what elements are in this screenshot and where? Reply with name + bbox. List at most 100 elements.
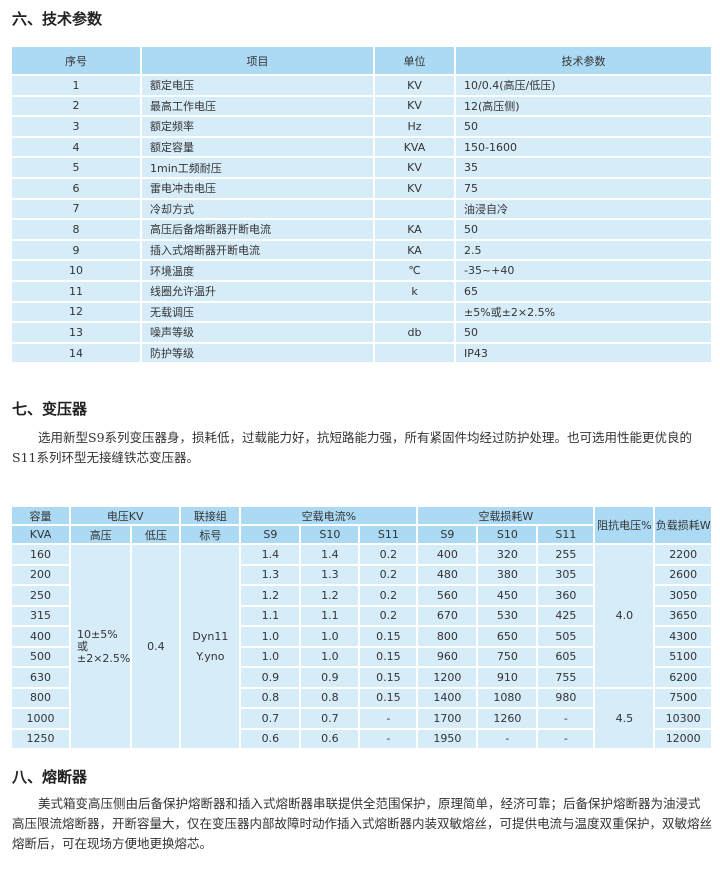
table-cell: 1200 [416,666,479,689]
table-cell: 800 [10,686,71,709]
header-cell: 空载电流% [239,505,419,526]
header-cell: 标号 [179,524,242,545]
table-cell: 0.6 [299,727,361,750]
table-cell: 1.3 [239,563,302,586]
table-row: 315 1.1 1.1 0.2 670 530 425 3650 [10,604,713,627]
table-cell: 50 [454,218,713,241]
header-cell: 序号 [10,45,142,76]
table-cell: 12 [10,300,142,324]
table-cell: 1.0 [299,645,361,668]
transformer-table: 容量 电压KV 联接组 空载电流% 空载损耗W 阻抗电压% 负载损耗W KVA … [10,505,713,750]
paragraph: 选用新型S9系列变压器身，损耗低，过载能力好，抗短路能力强，所有紧固件均经过防护… [12,430,693,465]
table-cell: 雷电冲击电压 [140,176,375,200]
table-cell: 150-1600 [454,135,713,159]
table-cell: 10/0.4(高压/低压) [454,74,713,97]
table-cell: 2 [10,94,142,118]
table-cell: 冷却方式 [140,197,375,221]
table-cell: KA [373,238,456,262]
table-cell: 560 [416,584,479,607]
table-cell: 360 [536,584,596,607]
table-cell: 最高工作电压 [140,94,375,118]
table-row: 7 冷却方式 油浸自冷 [10,197,713,221]
table-header: 容量 电压KV 联接组 空载电流% 空载损耗W 阻抗电压% 负载损耗W [10,505,713,545]
table-cell: 1 [10,74,142,97]
table-row: 10 环境温度 ℃ -35~+40 [10,259,713,282]
table-cell: Dyn11 Y.yno [179,543,242,750]
table-cell: - [536,707,596,730]
table-cell: 额定电压 [140,74,375,97]
header-cell: 高压 [68,524,133,545]
table-cell: Hz [373,115,456,138]
table-cell: KV [373,156,456,179]
table-cell: 160 [10,543,71,566]
header-cell: 项目 [140,45,375,76]
table-cell: 7 [10,197,142,221]
table-cell: 480 [416,563,479,586]
table-cell: 605 [536,645,596,668]
group-text: Dyn11 [192,629,229,643]
table-cell: 6200 [653,666,713,689]
table-cell: 0.7 [299,707,361,730]
table-cell: 高压后备熔断器开断电流 [140,218,375,241]
table-cell: 额定容量 [140,135,375,159]
table-cell: 11 [10,279,142,303]
table-cell: 65 [454,279,713,303]
table-cell: 980 [536,686,596,709]
table-cell: 无载调压 [140,300,375,324]
table-cell: 910 [476,666,539,689]
high-voltage-text: ±2×2.5% [77,651,131,665]
table-cell: 3 [10,115,142,138]
table-row: 11 线圈允许温升 k 65 [10,279,713,303]
header-cell: S10 [299,524,361,545]
header-cell: 单位 [373,45,456,76]
header-cell: S11 [536,524,596,545]
table-cell: IP43 [454,341,713,365]
table-cell: 5 [10,156,142,179]
table-cell: 50 [454,115,713,138]
table-cell [373,197,456,221]
table-cell: 1.0 [239,625,302,648]
table-row: 2 最高工作电压 KV 12(高压侧) [10,94,713,118]
table-cell: 670 [416,604,479,627]
table-cell: 10±5% 或 ±2×2.5% [68,543,133,750]
table-cell: 12(高压侧) [454,94,713,118]
header-cell: S11 [358,524,419,545]
table-row: 12 无载调压 ±5%或±2×2.5% [10,300,713,324]
table-cell: 油浸自冷 [454,197,713,221]
table-cell: 0.2 [358,563,419,586]
table-cell: 线圈允许温升 [140,279,375,303]
table-cell: - [476,727,539,750]
table-cell: - [358,707,419,730]
table-header: KVA 高压 低压 标号 S9 S10 S11 S9 S10 S11 [10,524,712,545]
table-cell: KV [373,176,456,200]
table-cell: 1.0 [239,645,302,668]
table-cell: 环境温度 [140,259,375,282]
table-cell: KA [373,218,456,241]
table-cell: 1.1 [239,604,302,627]
table-cell: ±5%或±2×2.5% [454,300,713,324]
table-cell: k [373,279,456,303]
section-title: 七、变压器 [12,400,88,418]
header-cell: 阻抗电压% [593,505,656,545]
table-cell: 0.15 [358,645,419,668]
table-cell: 505 [536,625,596,648]
table-cell: 4.5 [593,686,656,750]
table-cell: 1250 [10,727,71,750]
table-row: 200 1.3 1.3 0.2 480 380 305 2600 [10,563,713,586]
table-row: 400 1.0 1.0 0.15 800 650 505 4300 [10,625,713,648]
table-cell: -35~+40 [454,259,713,282]
table-row: 630 0.9 0.9 0.15 1200 910 755 6200 [10,666,713,689]
table-cell: 0.6 [239,727,302,750]
table-cell: 0.15 [358,666,419,689]
table-cell: 0.7 [239,707,302,730]
header-cell: 容量 [10,505,71,526]
table-cell: 防护等级 [140,341,375,365]
table-cell: 255 [536,543,596,566]
table-cell: 50 [454,321,713,344]
table-cell: 1.3 [299,563,361,586]
table-cell: 1080 [476,686,539,709]
table-cell: KVA [373,135,456,159]
table-cell: 800 [416,625,479,648]
header-cell: KVA [10,524,71,545]
high-voltage-text: 或 [77,639,88,653]
